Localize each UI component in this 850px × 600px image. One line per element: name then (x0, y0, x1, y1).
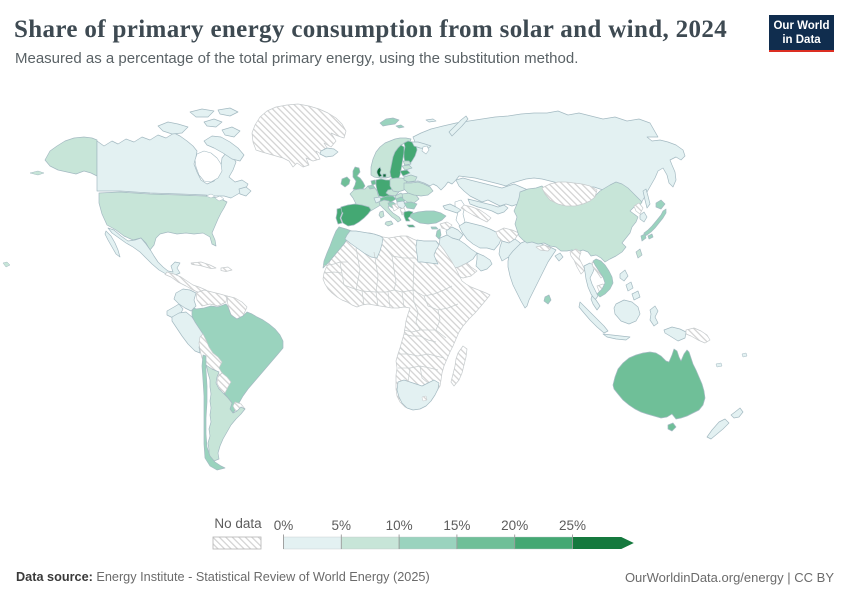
svg-text:15%: 15% (443, 518, 470, 533)
svg-text:10%: 10% (386, 518, 413, 533)
svg-text:20%: 20% (501, 518, 528, 533)
svg-text:25%: 25% (559, 518, 586, 533)
svg-text:5%: 5% (332, 518, 352, 533)
svg-text:0%: 0% (274, 518, 294, 533)
